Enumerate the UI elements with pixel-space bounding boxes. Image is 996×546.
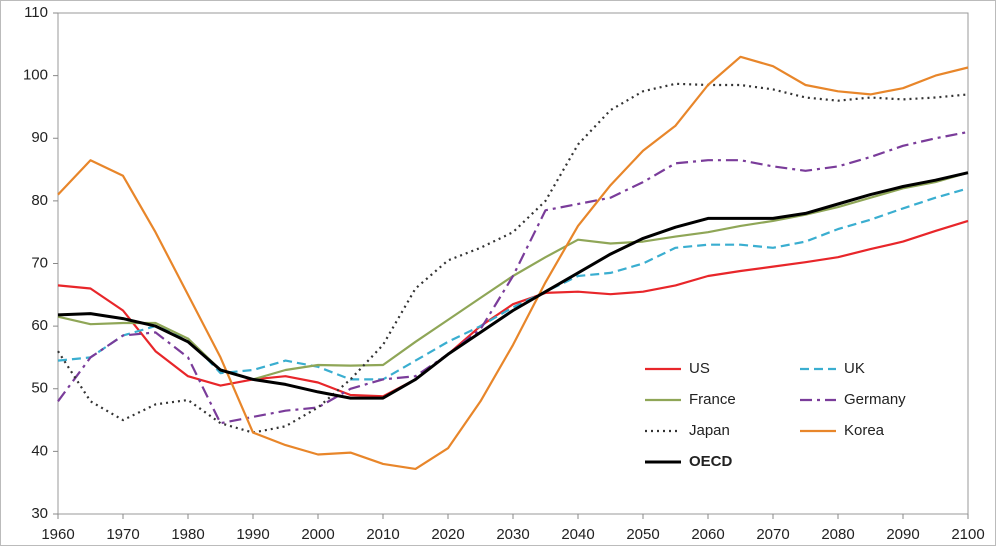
legend-label: Germany xyxy=(844,391,906,408)
x-tick-label: 2090 xyxy=(886,526,919,543)
y-tick-label: 50 xyxy=(31,380,48,397)
legend-label: UK xyxy=(844,360,865,377)
legend-label: Japan xyxy=(689,422,730,439)
y-tick-label: 100 xyxy=(23,67,48,84)
x-tick-label: 2060 xyxy=(691,526,724,543)
x-tick-label: 2020 xyxy=(431,526,464,543)
x-tick-label: 2000 xyxy=(301,526,334,543)
y-tick-label: 110 xyxy=(24,4,48,21)
y-tick-label: 80 xyxy=(31,192,48,209)
x-tick-label: 1960 xyxy=(41,526,74,543)
series-line xyxy=(57,130,969,425)
x-tick-label: 1980 xyxy=(171,526,204,543)
x-tick-label: 2040 xyxy=(561,526,594,543)
x-tick-label: 2100 xyxy=(951,526,984,543)
x-tick-label: 1990 xyxy=(236,526,269,543)
x-tick-label: 2050 xyxy=(626,526,659,543)
y-tick-label: 60 xyxy=(31,317,48,334)
y-tick-label: 70 xyxy=(31,254,48,271)
y-tick-label: 30 xyxy=(31,505,48,522)
x-tick-label: 1970 xyxy=(106,526,139,543)
legend-label: OECD xyxy=(689,453,733,470)
x-tick-label: 2070 xyxy=(756,526,789,543)
x-tick-label: 2080 xyxy=(821,526,854,543)
x-tick-label: 2030 xyxy=(496,526,529,543)
legend-label: Korea xyxy=(844,422,885,439)
legend-label: France xyxy=(689,391,736,408)
series-line xyxy=(57,55,969,470)
y-tick-label: 40 xyxy=(31,442,48,459)
series-line xyxy=(57,82,969,434)
legend-label: US xyxy=(689,360,710,377)
series-line xyxy=(57,171,969,400)
y-tick-label: 90 xyxy=(31,129,48,146)
x-tick-label: 2010 xyxy=(366,526,399,543)
series-line xyxy=(57,219,969,398)
